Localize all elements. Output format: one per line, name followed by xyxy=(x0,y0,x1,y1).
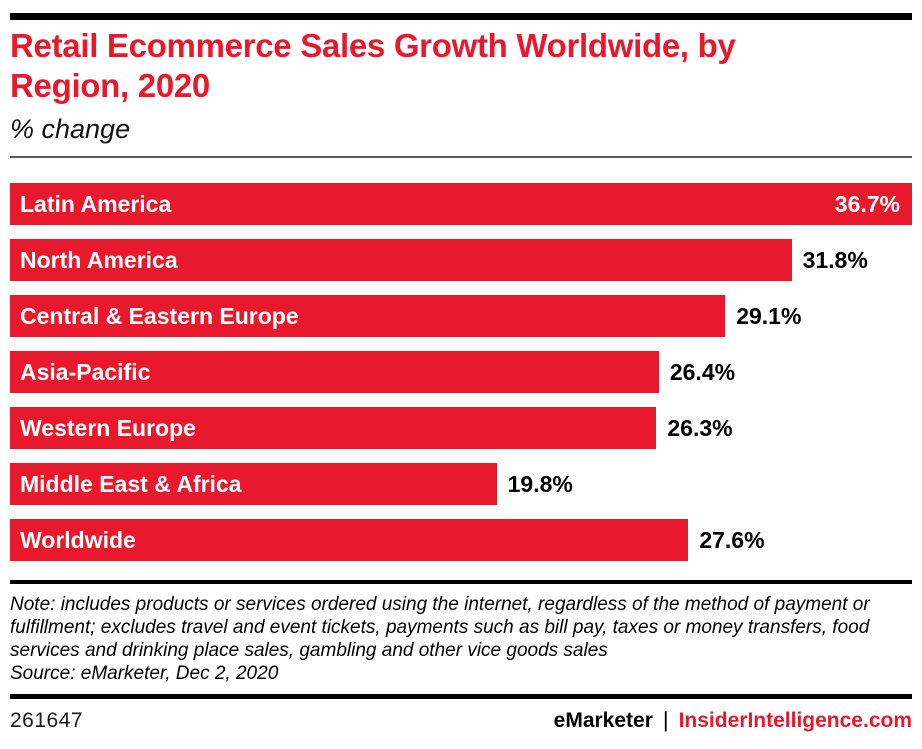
bar-row: Worldwide 27.6% xyxy=(10,519,912,561)
insider-intelligence-wordmark: InsiderIntelligence.com xyxy=(678,709,912,732)
bar-category-label: Western Europe xyxy=(20,414,196,441)
top-black-bar xyxy=(10,13,912,20)
bar-category-label: Worldwide xyxy=(20,526,136,553)
bar: Worldwide xyxy=(10,519,689,561)
footer-branding: eMarketer | InsiderIntelligence.com xyxy=(553,707,912,734)
bar-row: Asia-Pacific 26.4% xyxy=(10,351,912,393)
source-text: Source: eMarketer, Dec 2, 2020 xyxy=(10,663,279,684)
bar-value-label: 19.8% xyxy=(507,470,573,497)
bar-category-label: Central & Eastern Europe xyxy=(20,302,299,329)
header-divider xyxy=(10,156,912,158)
bar: Asia-Pacific xyxy=(10,351,659,393)
bar: Latin America 36.7% xyxy=(10,183,912,225)
bar-value-label: 29.1% xyxy=(736,302,802,329)
bar-value-label: 26.4% xyxy=(669,358,736,385)
bar: Middle East & Africa xyxy=(10,463,497,505)
chart-id: 261647 xyxy=(10,709,84,732)
note-text: Note: includes products or services orde… xyxy=(10,594,870,661)
chart-title: Retail Ecommerce Sales Growth Worldwide,… xyxy=(10,27,736,104)
bar-row: Central & Eastern Europe 29.1% xyxy=(10,295,912,337)
footer-separator: | xyxy=(662,707,669,732)
bar-value-label: 36.7% xyxy=(834,190,900,217)
bar-value-label: 27.6% xyxy=(699,526,765,553)
bar: North America xyxy=(10,239,792,281)
note-divider xyxy=(10,580,912,584)
chart-subtitle: % change xyxy=(10,114,131,144)
bar-category-label: Middle East & Africa xyxy=(20,470,242,497)
bar: Western Europe xyxy=(10,407,657,449)
footer: 261647 eMarketer | InsiderIntelligence.c… xyxy=(10,707,912,734)
bar: Central & Eastern Europe xyxy=(10,295,726,337)
bar-value-label: 31.8% xyxy=(802,246,868,273)
bar-chart: Latin America 36.7% North America 31.8% Cent… xyxy=(10,183,912,561)
bar-row: Latin America 36.7% xyxy=(10,183,912,225)
bar-row: Middle East & Africa 19.8% xyxy=(10,463,912,505)
bar-category-label: North America xyxy=(20,246,178,273)
emarketer-wordmark: eMarketer xyxy=(553,709,653,732)
bar-row: North America 31.8% xyxy=(10,239,912,281)
bar-value-label: 26.3% xyxy=(667,414,733,441)
bar-row: Western Europe 26.3% xyxy=(10,407,912,449)
bar-category-label: Latin America xyxy=(20,190,172,217)
chart-page: Retail Ecommerce Sales Growth Worldwide,… xyxy=(0,13,922,734)
bar-category-label: Asia-Pacific xyxy=(20,358,151,385)
chart-note: Note: includes products or services orde… xyxy=(10,593,912,685)
footer-divider xyxy=(10,694,912,699)
